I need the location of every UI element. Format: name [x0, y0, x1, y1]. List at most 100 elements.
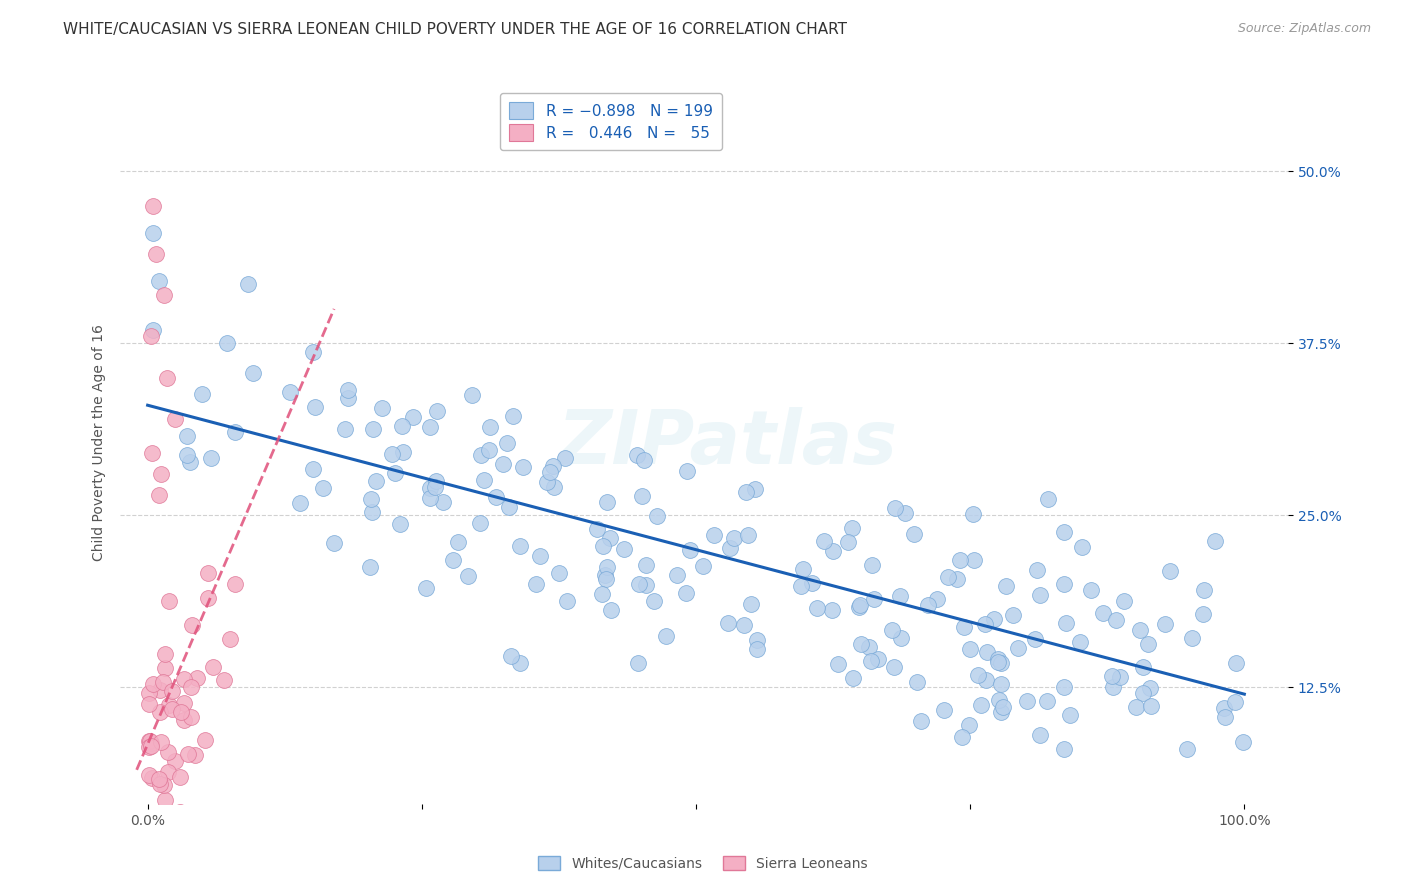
- Point: [1053, 742, 1076, 756]
- Point: [1105, 613, 1128, 627]
- Point: [1125, 700, 1147, 714]
- Point: [862, 592, 884, 607]
- Point: [415, 582, 437, 596]
- Point: [170, 706, 193, 720]
- Point: [903, 526, 925, 541]
- Point: [157, 745, 180, 759]
- Point: [747, 632, 769, 647]
- Point: [936, 570, 959, 584]
- Point: [138, 698, 160, 712]
- Point: [925, 591, 948, 606]
- Point: [679, 543, 702, 558]
- Point: [1091, 606, 1114, 620]
- Point: [217, 336, 239, 351]
- Point: [634, 558, 657, 572]
- Point: [336, 391, 359, 405]
- Point: [1153, 617, 1175, 632]
- Point: [917, 598, 939, 612]
- Point: [813, 534, 835, 549]
- Point: [645, 509, 668, 524]
- Point: [336, 384, 359, 398]
- Point: [141, 771, 163, 785]
- Point: [472, 473, 495, 487]
- Point: [426, 403, 449, 417]
- Point: [848, 599, 870, 614]
- Point: [238, 277, 260, 291]
- Point: [304, 400, 326, 414]
- Point: [142, 199, 165, 213]
- Point: [586, 523, 609, 537]
- Point: [837, 534, 859, 549]
- Point: [1080, 582, 1102, 597]
- Point: [1140, 698, 1163, 713]
- Point: [593, 568, 616, 582]
- Point: [224, 425, 246, 440]
- Point: [169, 770, 191, 784]
- Point: [156, 764, 179, 779]
- Point: [219, 632, 242, 646]
- Point: [180, 680, 202, 694]
- Point: [322, 536, 344, 550]
- Point: [1181, 632, 1204, 646]
- Point: [1175, 742, 1198, 756]
- Point: [1053, 577, 1076, 591]
- Point: [543, 458, 565, 473]
- Point: [1129, 623, 1152, 637]
- Point: [1213, 701, 1236, 715]
- Point: [419, 481, 441, 495]
- Point: [138, 768, 160, 782]
- Point: [361, 505, 384, 519]
- Point: [1159, 564, 1181, 578]
- Point: [1015, 694, 1038, 708]
- Point: [419, 420, 441, 434]
- Text: WHITE/CAUCASIAN VS SIERRA LEONEAN CHILD POVERTY UNDER THE AGE OF 16 CORRELATION : WHITE/CAUCASIAN VS SIERRA LEONEAN CHILD …: [63, 22, 848, 37]
- Point: [157, 698, 180, 713]
- Point: [655, 629, 678, 643]
- Point: [1069, 635, 1091, 649]
- Point: [512, 459, 534, 474]
- Point: [139, 736, 162, 750]
- Point: [302, 344, 325, 359]
- Point: [735, 484, 758, 499]
- Point: [392, 445, 415, 459]
- Point: [643, 594, 665, 608]
- Point: [492, 458, 515, 472]
- Point: [1007, 640, 1029, 655]
- Point: [163, 755, 186, 769]
- Point: [1136, 636, 1159, 650]
- Point: [176, 747, 198, 761]
- Point: [675, 586, 697, 600]
- Point: [278, 385, 301, 400]
- Point: [1132, 685, 1154, 699]
- Point: [627, 577, 650, 591]
- Point: [425, 480, 447, 494]
- Point: [149, 706, 172, 720]
- Point: [529, 549, 551, 564]
- Point: [432, 495, 454, 509]
- Point: [676, 464, 699, 478]
- Point: [179, 454, 201, 468]
- Point: [849, 598, 872, 612]
- Point: [703, 528, 725, 542]
- Point: [173, 696, 195, 710]
- Point: [149, 777, 172, 791]
- Point: [141, 446, 163, 460]
- Point: [391, 418, 413, 433]
- Point: [792, 561, 814, 575]
- Point: [509, 539, 531, 553]
- Point: [138, 740, 160, 755]
- Point: [156, 370, 179, 384]
- Point: [596, 560, 619, 574]
- Point: [1192, 607, 1215, 621]
- Point: [890, 631, 912, 645]
- Point: [1112, 594, 1135, 608]
- Point: [425, 475, 447, 489]
- Point: [139, 734, 162, 748]
- Point: [1101, 669, 1123, 683]
- Point: [176, 429, 198, 443]
- Point: [242, 366, 264, 380]
- Point: [1192, 582, 1215, 597]
- Point: [974, 673, 997, 687]
- Point: [841, 521, 863, 535]
- Point: [548, 566, 571, 581]
